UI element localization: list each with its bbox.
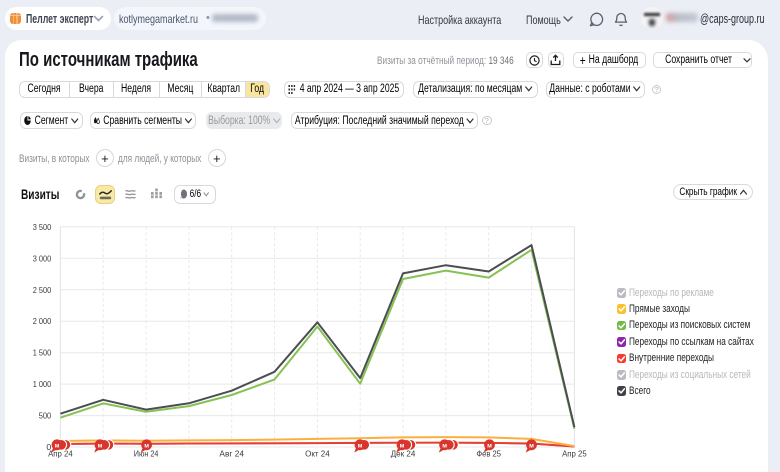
svg-text:м: м xyxy=(487,442,492,449)
svg-text:Фев 25: Фев 25 xyxy=(476,448,501,458)
svg-text:Апр 24: Апр 24 xyxy=(48,448,73,458)
svg-text:3 500: 3 500 xyxy=(33,222,52,232)
svg-text:500: 500 xyxy=(39,411,52,421)
svg-text:1 000: 1 000 xyxy=(33,379,52,389)
svg-text:Окт 24: Окт 24 xyxy=(305,448,330,458)
svg-text:2 000: 2 000 xyxy=(33,316,52,326)
svg-text:м: м xyxy=(144,442,149,449)
svg-text:м: м xyxy=(400,442,405,449)
svg-text:1 500: 1 500 xyxy=(33,348,52,358)
svg-text:Апр 25: Апр 25 xyxy=(562,448,587,458)
svg-text:м: м xyxy=(98,442,103,449)
svg-text:м: м xyxy=(55,442,60,449)
svg-text:м: м xyxy=(358,442,363,449)
svg-text:3 000: 3 000 xyxy=(33,253,52,263)
svg-text:Дек 24: Дек 24 xyxy=(391,448,416,458)
svg-text:Июн 24: Июн 24 xyxy=(134,448,159,458)
svg-text:0: 0 xyxy=(46,442,51,452)
svg-text:2 500: 2 500 xyxy=(33,285,52,295)
svg-text:м: м xyxy=(442,442,447,449)
svg-text:м: м xyxy=(529,442,534,449)
svg-text:Авг 24: Авг 24 xyxy=(219,448,244,458)
